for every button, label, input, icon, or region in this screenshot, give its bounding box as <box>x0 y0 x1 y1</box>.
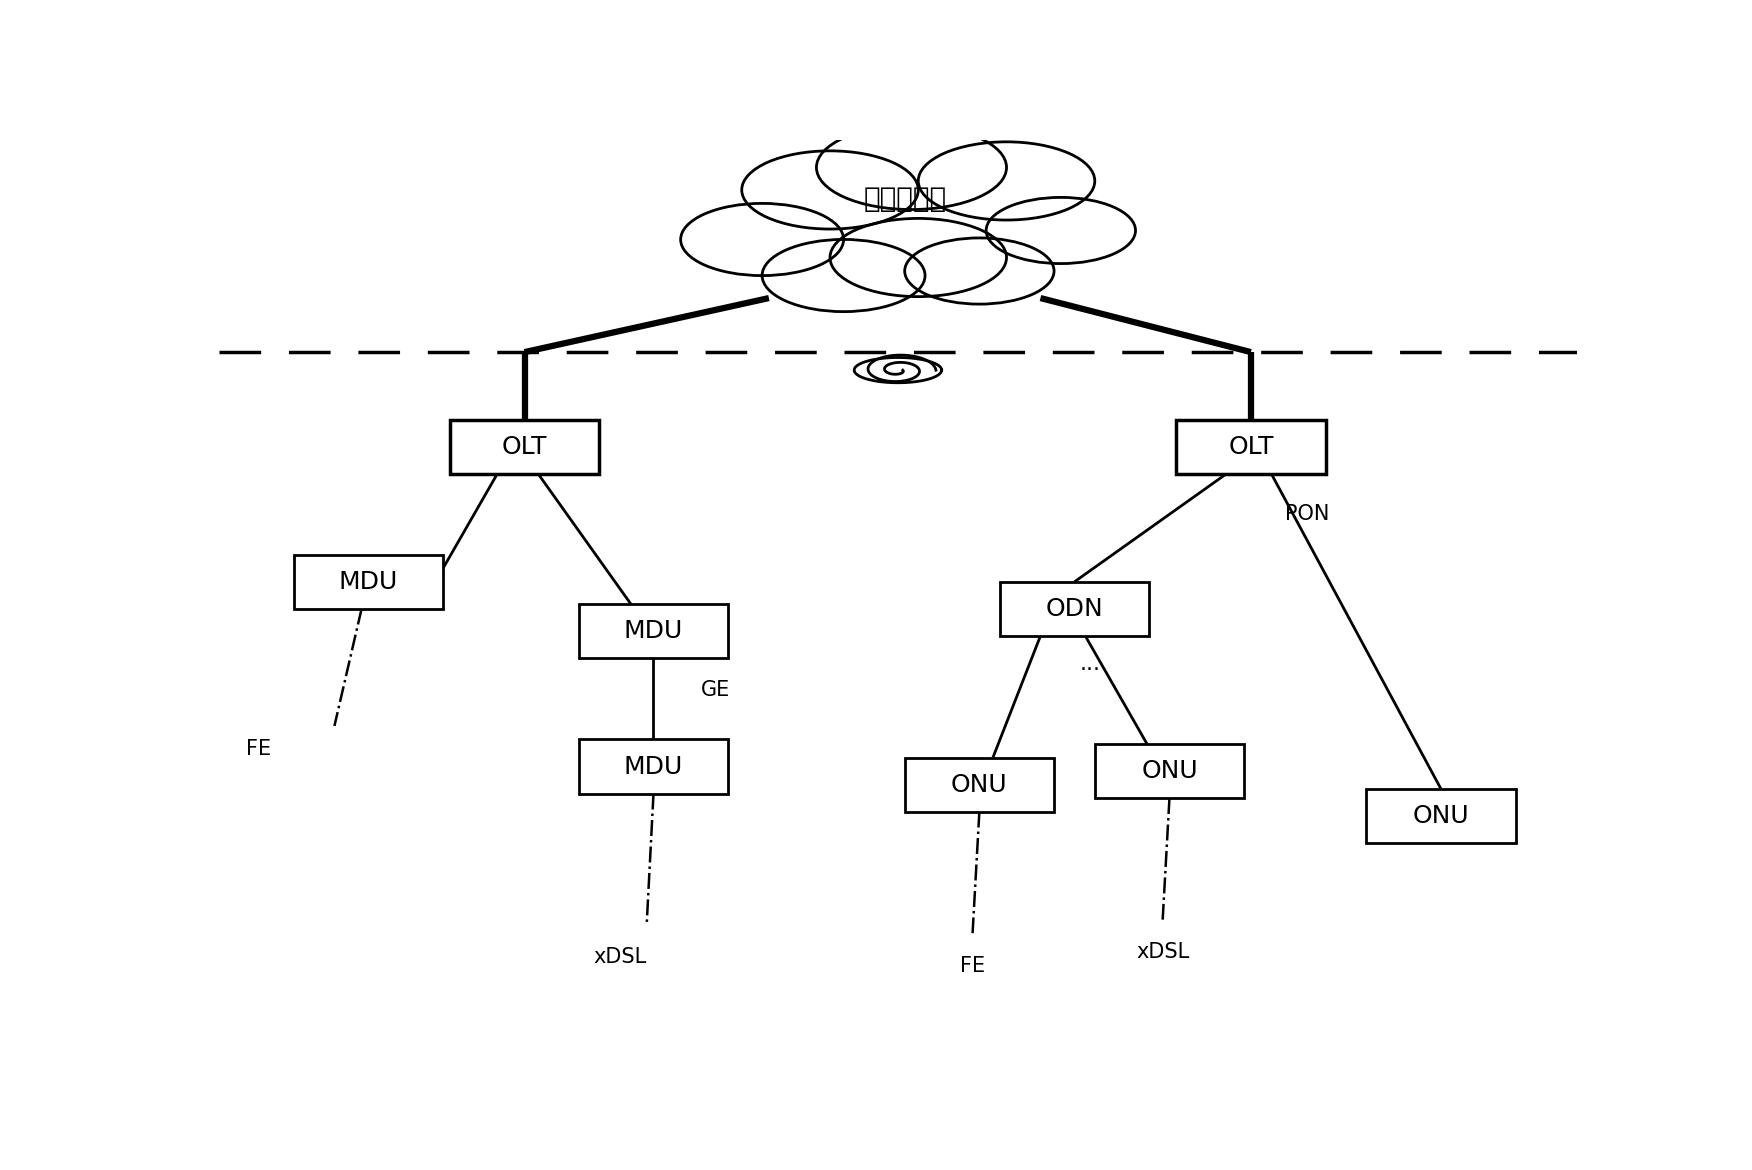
Text: ONU: ONU <box>951 772 1007 797</box>
Text: FE: FE <box>960 956 985 976</box>
Text: 核心传输网: 核心传输网 <box>864 185 946 213</box>
FancyBboxPatch shape <box>578 739 729 793</box>
Text: MDU: MDU <box>338 570 398 594</box>
Text: ONU: ONU <box>1141 759 1198 783</box>
FancyBboxPatch shape <box>578 605 729 659</box>
FancyBboxPatch shape <box>450 420 599 474</box>
Ellipse shape <box>918 142 1095 220</box>
Ellipse shape <box>762 240 925 311</box>
Text: PON: PON <box>1284 504 1330 524</box>
Text: xDSL: xDSL <box>1135 942 1190 962</box>
Ellipse shape <box>986 198 1135 263</box>
Ellipse shape <box>680 204 843 276</box>
FancyBboxPatch shape <box>1000 581 1149 636</box>
Polygon shape <box>855 358 941 383</box>
Text: MDU: MDU <box>624 755 683 778</box>
Text: ONU: ONU <box>1412 804 1470 828</box>
FancyBboxPatch shape <box>1095 744 1244 798</box>
Text: xDSL: xDSL <box>592 947 646 966</box>
FancyBboxPatch shape <box>1176 420 1326 474</box>
FancyBboxPatch shape <box>904 757 1055 812</box>
Ellipse shape <box>904 238 1055 304</box>
Ellipse shape <box>830 219 1006 297</box>
FancyBboxPatch shape <box>294 555 443 608</box>
Text: OLT: OLT <box>501 435 547 459</box>
Text: ODN: ODN <box>1046 597 1104 621</box>
Text: FE: FE <box>245 738 272 758</box>
FancyBboxPatch shape <box>1367 789 1515 844</box>
Ellipse shape <box>741 151 918 229</box>
Text: ···: ··· <box>1079 660 1100 680</box>
Text: OLT: OLT <box>1228 435 1274 459</box>
Text: MDU: MDU <box>624 619 683 644</box>
Ellipse shape <box>816 125 1006 209</box>
Text: GE: GE <box>701 680 731 700</box>
